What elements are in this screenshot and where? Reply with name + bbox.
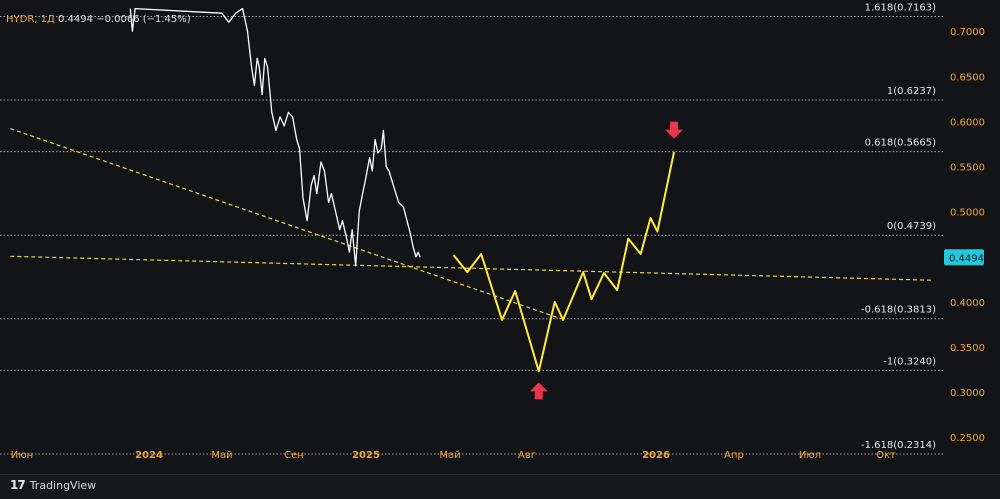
chart-legend: HYDR, 1Д 0.4494 −0.0066 (−1.45%) <box>6 14 191 25</box>
projected-path-line <box>452 151 675 373</box>
time-tick-label: Май <box>439 450 460 461</box>
price-tick-label: 0.5000 <box>950 208 985 219</box>
time-tick-label: Июл <box>799 450 821 461</box>
tradingview-logo-icon: 17 <box>10 478 26 492</box>
time-tick-label: 2025 <box>352 450 380 461</box>
price-tick-label: 0.6500 <box>950 72 985 83</box>
dashed-trend-line <box>10 128 562 320</box>
buy-arrow-icon <box>529 382 548 400</box>
time-tick-label: Авг <box>518 450 536 461</box>
time-tick-label: Сен <box>284 450 304 461</box>
fib-level-label: 0(0.4739) <box>887 221 936 232</box>
price-chart[interactable]: 1.618(0.7163) 1(0.6237) 0.618(0.5665) 0(0.4… <box>0 0 1000 475</box>
series-lines <box>129 7 675 373</box>
time-tick-label: Июн <box>11 450 33 461</box>
fib-level-label: -1.618(0.2314) <box>861 440 936 451</box>
trend-lines <box>10 128 932 320</box>
price-tick-label: 0.3500 <box>950 343 985 354</box>
footer-bar: 17 TradingView <box>0 474 1000 499</box>
price-tick-label: 0.6000 <box>950 117 985 128</box>
fib-level-label: 1(0.6237) <box>887 86 936 97</box>
price-tick-label: 0.3000 <box>950 388 985 399</box>
last-price: 0.4494 <box>58 14 93 25</box>
brand-name: TradingView <box>29 478 97 492</box>
fib-level-label: 1.618(0.7163) <box>865 2 937 13</box>
time-axis[interactable]: Июн 2024 Май Сен 2025 Май Авг 2026 Апр Июл Окт <box>11 450 896 461</box>
fib-level-label: -1(0.3240) <box>883 356 936 367</box>
current-price-label: 0.4494 <box>949 253 984 264</box>
price-history-line <box>129 7 421 267</box>
tradingview-brand[interactable]: 17 TradingView <box>10 478 96 492</box>
price-tick-label: 0.5500 <box>950 163 985 174</box>
sell-arrow-icon <box>665 121 684 139</box>
fibonacci-levels: 1.618(0.7163) 1(0.6237) 0.618(0.5665) 0(0.4… <box>0 2 943 455</box>
time-tick-label: 2024 <box>135 450 163 461</box>
price-change: −0.0066 (−1.45%) <box>96 14 191 25</box>
price-tick-label: 0.7000 <box>950 27 985 38</box>
symbol-label[interactable]: HYDR, 1Д <box>6 14 55 25</box>
price-tick-label: 0.4000 <box>950 298 985 309</box>
time-tick-label: Май <box>211 450 232 461</box>
time-tick-label: Апр <box>724 450 744 461</box>
time-tick-label: 2026 <box>642 450 670 461</box>
price-axis[interactable]: 0.7000 0.6500 0.6000 0.5500 0.5000 0.4000 0.35… <box>944 27 985 444</box>
signal-arrows <box>529 121 684 400</box>
current-price-tag <box>944 249 984 266</box>
price-tick-label: 0.2500 <box>950 433 985 444</box>
fib-level-label: 0.618(0.5665) <box>865 138 937 149</box>
time-tick-label: Окт <box>876 450 896 461</box>
fib-level-label: -0.618(0.3813) <box>861 305 936 316</box>
